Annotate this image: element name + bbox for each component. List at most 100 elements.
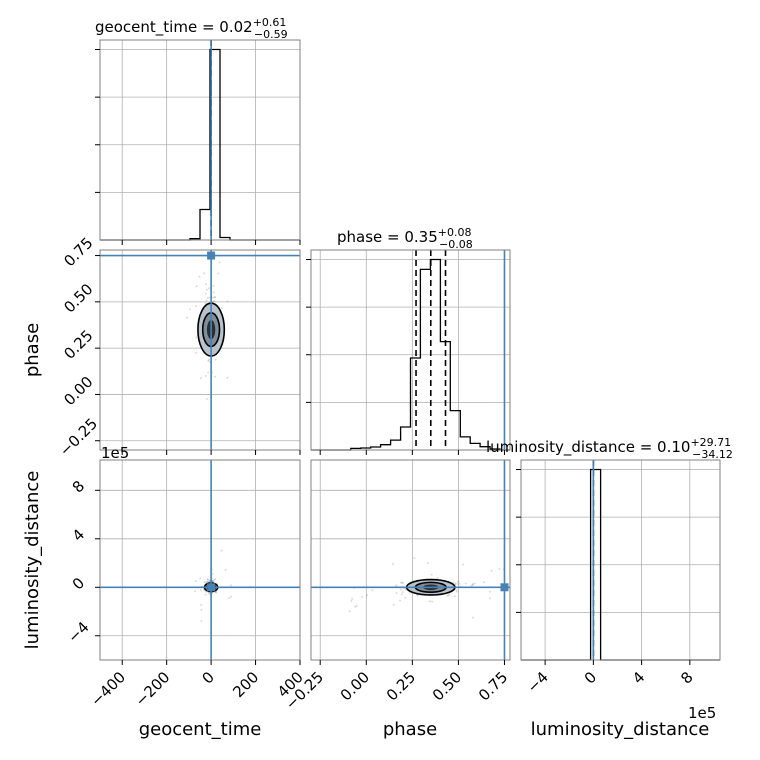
sample-point <box>401 581 404 584</box>
sample-point <box>371 589 374 592</box>
sample-point <box>208 579 211 582</box>
sample-point <box>348 610 351 613</box>
title-main: geocent_time = 0.02 <box>95 18 253 37</box>
truth-marker <box>207 583 216 592</box>
sample-point <box>206 296 209 299</box>
sample-point <box>203 272 206 275</box>
panel-frame <box>99 459 301 661</box>
panel-title: luminosity_distance = 0.10+29.71 −34.12 <box>486 436 733 461</box>
truth-marker <box>500 583 509 592</box>
sample-point <box>224 569 227 571</box>
sample-point <box>205 288 208 291</box>
x-axis-label: phase <box>383 719 437 740</box>
sample-point <box>355 604 358 607</box>
sample-point <box>220 549 223 552</box>
sample-point <box>203 581 206 584</box>
sample-point <box>228 597 231 599</box>
sample-point <box>207 358 210 361</box>
labels: −400 −200 0 200 400−0.25 0.00 0.25 0.50 0.75 −4 0 4… <box>22 16 733 740</box>
sample-point <box>462 563 465 566</box>
x-tick-label: 0.50 <box>429 668 465 704</box>
sample-point <box>471 583 474 585</box>
title-lower-error: −0.59 <box>254 28 288 41</box>
sample-point <box>448 593 451 596</box>
sample-point <box>458 582 461 585</box>
sample-scatter <box>185 261 505 623</box>
sample-point <box>230 595 232 598</box>
x-axis-label: luminosity_distance <box>531 719 710 740</box>
sample-point <box>470 584 473 587</box>
truth-marker <box>207 251 216 260</box>
sample-point <box>391 563 394 566</box>
sample-point <box>199 377 202 380</box>
panel-title: phase = 0.35+0.08 −0.08 <box>337 226 473 251</box>
sample-point <box>207 580 209 583</box>
sample-point <box>199 577 202 580</box>
x-tick-label: −400 <box>87 668 129 710</box>
sample-point <box>361 595 363 598</box>
y-tick-label: 0.25 <box>60 326 96 362</box>
y-tick-label: 0.50 <box>60 280 96 316</box>
sample-point <box>447 594 450 597</box>
sample-point <box>205 580 208 583</box>
offset-text-x: 1e5 <box>688 704 716 722</box>
sample-point <box>490 569 493 572</box>
sample-point <box>208 287 210 290</box>
x-tick-label: 0.75 <box>475 668 511 704</box>
sample-point <box>399 599 402 602</box>
sample-point <box>218 261 221 264</box>
y-tick-label: −4 <box>64 618 92 646</box>
sample-point <box>453 595 456 598</box>
y-tick-label: 4 <box>69 526 88 545</box>
density-contours <box>197 302 456 596</box>
offset-text-y: 1e5 <box>101 444 129 462</box>
grid-lines <box>100 40 720 660</box>
sample-point <box>428 600 431 603</box>
sample-point <box>400 581 403 584</box>
title-main: luminosity_distance = 0.10 <box>486 438 690 457</box>
sample-point <box>195 285 198 288</box>
x-tick-label: 4 <box>629 668 648 687</box>
x-tick-label: 0 <box>581 668 600 687</box>
sample-point <box>456 581 459 583</box>
sample-point <box>401 591 404 594</box>
sample-point <box>212 284 215 287</box>
x-tick-label: 0.00 <box>337 668 373 704</box>
y-axis-label: luminosity_distance <box>22 471 43 650</box>
sample-point <box>230 584 232 587</box>
sample-point <box>194 580 197 583</box>
sample-point <box>200 620 203 623</box>
sample-point <box>212 291 215 294</box>
sample-point <box>471 584 474 586</box>
sample-point <box>200 603 203 606</box>
title-lower-error: −34.12 <box>692 448 733 461</box>
sample-point <box>400 593 403 596</box>
sample-point <box>212 580 214 582</box>
x-tick-label: 0.25 <box>383 668 419 704</box>
panel-frame <box>310 249 511 451</box>
title-lower-error: −0.08 <box>439 238 473 251</box>
sample-point <box>214 358 217 361</box>
sample-point <box>195 305 198 308</box>
sample-point <box>205 299 208 302</box>
sample-point <box>498 568 501 570</box>
sample-point <box>473 582 476 585</box>
x-tick-label: 8 <box>677 668 696 687</box>
sample-point <box>189 308 191 311</box>
sample-point <box>204 302 207 305</box>
y-tick-label: 0.00 <box>60 373 96 409</box>
y-tick-label: 0 <box>69 574 88 593</box>
sample-point <box>214 578 217 580</box>
title-main: phase = 0.35 <box>337 228 438 246</box>
y-axis-label: phase <box>22 323 43 377</box>
sample-point <box>489 597 491 600</box>
sample-point <box>436 577 439 580</box>
sample-point <box>212 296 215 299</box>
panel-frame <box>310 459 511 661</box>
sample-point <box>446 594 448 597</box>
sample-point <box>400 588 403 591</box>
truth-lines <box>100 40 595 660</box>
sample-point <box>416 594 419 597</box>
sample-point <box>455 590 458 593</box>
